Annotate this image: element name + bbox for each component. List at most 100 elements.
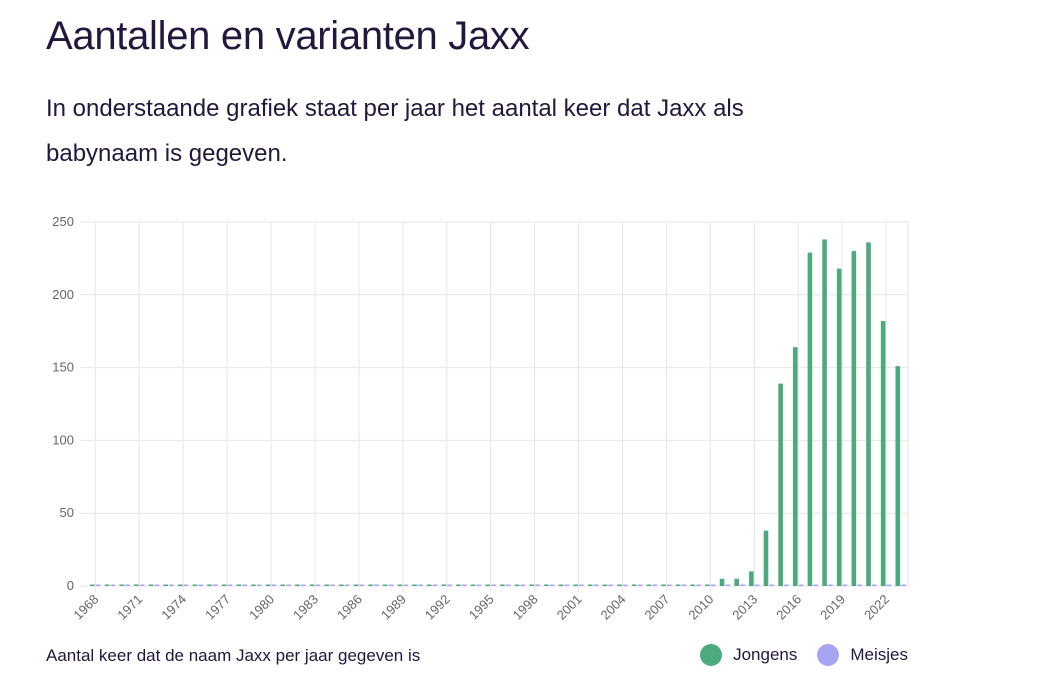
- bar-jongens-1992[interactable]: [441, 584, 447, 587]
- bar-jongens-2007[interactable]: [661, 584, 666, 587]
- bar-jongens-1979[interactable]: [251, 584, 256, 587]
- bar-meisjes-1994[interactable]: [476, 584, 482, 587]
- bar-jongens-1987[interactable]: [368, 584, 373, 587]
- bar-jongens-1990[interactable]: [412, 584, 417, 587]
- bar-jongens-2008[interactable]: [675, 584, 681, 587]
- bar-meisjes-2005[interactable]: [637, 584, 643, 587]
- bar-meisjes-2019[interactable]: [842, 584, 848, 587]
- bar-meisjes-2018[interactable]: [828, 584, 833, 587]
- bar-meisjes-1978[interactable]: [242, 584, 247, 587]
- bar-jongens-1986[interactable]: [353, 584, 359, 587]
- bar-meisjes-1992[interactable]: [447, 584, 452, 587]
- bar-jongens-2006[interactable]: [646, 584, 652, 587]
- bar-meisjes-1977[interactable]: [227, 584, 233, 587]
- bar-jongens-2004[interactable]: [617, 584, 622, 587]
- bar-jongens-2017[interactable]: [807, 252, 813, 587]
- bar-meisjes-1979[interactable]: [256, 584, 262, 587]
- bar-jongens-1984[interactable]: [324, 584, 330, 587]
- bar-meisjes-1982[interactable]: [300, 584, 306, 587]
- bar-meisjes-1984[interactable]: [330, 584, 335, 587]
- bar-jongens-1988[interactable]: [382, 584, 388, 587]
- bar-jongens-2022[interactable]: [880, 321, 886, 586]
- bar-meisjes-2020[interactable]: [857, 584, 862, 587]
- bar-jongens-1980[interactable]: [265, 584, 271, 587]
- bar-jongens-1974[interactable]: [177, 584, 183, 587]
- bar-meisjes-1972[interactable]: [154, 584, 160, 587]
- bar-meisjes-2023[interactable]: [901, 584, 906, 587]
- bar-meisjes-1971[interactable]: [139, 584, 145, 587]
- bar-jongens-1971[interactable]: [134, 584, 139, 587]
- bar-jongens-2014[interactable]: [763, 530, 769, 586]
- bar-meisjes-2000[interactable]: [564, 584, 570, 587]
- bar-jongens-1995[interactable]: [485, 584, 491, 587]
- bar-meisjes-1991[interactable]: [432, 584, 438, 587]
- bar-meisjes-1973[interactable]: [169, 584, 174, 587]
- bar-meisjes-2007[interactable]: [666, 584, 672, 587]
- bar-jongens-2011[interactable]: [719, 578, 725, 586]
- bar-meisjes-1993[interactable]: [461, 584, 467, 587]
- bar-meisjes-1987[interactable]: [374, 584, 379, 587]
- bar-meisjes-2017[interactable]: [813, 584, 819, 587]
- bar-jongens-1981[interactable]: [280, 584, 286, 587]
- bar-jongens-1997[interactable]: [514, 584, 520, 587]
- bar-meisjes-1997[interactable]: [520, 584, 526, 587]
- bar-jongens-1994[interactable]: [470, 584, 476, 587]
- bar-meisjes-1969[interactable]: [110, 584, 116, 587]
- bar-meisjes-1983[interactable]: [315, 584, 321, 587]
- bar-jongens-1978[interactable]: [236, 584, 242, 587]
- bar-meisjes-1975[interactable]: [198, 584, 204, 587]
- bar-meisjes-2021[interactable]: [871, 584, 877, 587]
- bar-meisjes-1980[interactable]: [271, 584, 277, 587]
- bar-meisjes-1999[interactable]: [549, 584, 555, 587]
- bar-meisjes-1988[interactable]: [388, 584, 394, 587]
- bar-jongens-1968[interactable]: [90, 584, 95, 587]
- bar-meisjes-2008[interactable]: [681, 584, 687, 587]
- bar-jongens-2000[interactable]: [558, 584, 564, 587]
- bar-jongens-1970[interactable]: [119, 584, 125, 587]
- bar-jongens-2015[interactable]: [778, 383, 783, 586]
- bar-meisjes-2009[interactable]: [696, 584, 701, 587]
- bar-jongens-1985[interactable]: [339, 584, 344, 587]
- bar-meisjes-1970[interactable]: [125, 584, 130, 587]
- bar-meisjes-1996[interactable]: [505, 584, 511, 587]
- bar-jongens-2001[interactable]: [573, 584, 578, 587]
- bar-jongens-2005[interactable]: [631, 584, 637, 587]
- bar-jongens-2002[interactable]: [587, 584, 593, 587]
- bar-meisjes-1989[interactable]: [403, 584, 409, 587]
- bar-meisjes-2013[interactable]: [754, 584, 760, 587]
- bar-jongens-1969[interactable]: [104, 584, 110, 587]
- bar-jongens-1982[interactable]: [295, 584, 300, 587]
- bar-meisjes-2015[interactable]: [784, 584, 789, 587]
- bar-meisjes-1986[interactable]: [359, 584, 365, 587]
- bar-jongens-1972[interactable]: [148, 584, 154, 587]
- bar-meisjes-2010[interactable]: [710, 584, 716, 587]
- bar-jongens-2016[interactable]: [792, 347, 798, 586]
- bar-jongens-1976[interactable]: [207, 584, 212, 587]
- bar-meisjes-2002[interactable]: [593, 584, 599, 587]
- bar-meisjes-1981[interactable]: [286, 584, 291, 587]
- bar-meisjes-2006[interactable]: [652, 584, 657, 587]
- bar-meisjes-2014[interactable]: [769, 584, 775, 587]
- bar-meisjes-1968[interactable]: [95, 584, 101, 587]
- bar-jongens-2012[interactable]: [734, 578, 740, 586]
- legend-item-meisjes[interactable]: Meisjes: [817, 644, 908, 666]
- bar-jongens-2019[interactable]: [836, 268, 842, 586]
- bar-jongens-1983[interactable]: [309, 584, 315, 587]
- bar-jongens-1975[interactable]: [192, 584, 198, 587]
- bar-jongens-2010[interactable]: [705, 584, 710, 587]
- bar-jongens-1998[interactable]: [529, 584, 535, 587]
- bar-meisjes-2001[interactable]: [579, 584, 584, 587]
- bar-jongens-2018[interactable]: [822, 239, 827, 587]
- bar-meisjes-2004[interactable]: [623, 584, 628, 587]
- bar-jongens-1991[interactable]: [426, 584, 432, 587]
- bar-jongens-1996[interactable]: [500, 584, 505, 587]
- bar-jongens-1989[interactable]: [397, 584, 403, 587]
- bar-jongens-1973[interactable]: [163, 584, 168, 587]
- bar-jongens-1977[interactable]: [221, 584, 227, 587]
- bar-meisjes-2016[interactable]: [798, 584, 804, 587]
- bar-meisjes-2022[interactable]: [886, 584, 892, 587]
- bar-jongens-2021[interactable]: [866, 242, 871, 586]
- legend-item-jongens[interactable]: Jongens: [700, 644, 797, 666]
- bar-meisjes-1974[interactable]: [183, 584, 189, 587]
- bar-meisjes-1990[interactable]: [418, 584, 423, 587]
